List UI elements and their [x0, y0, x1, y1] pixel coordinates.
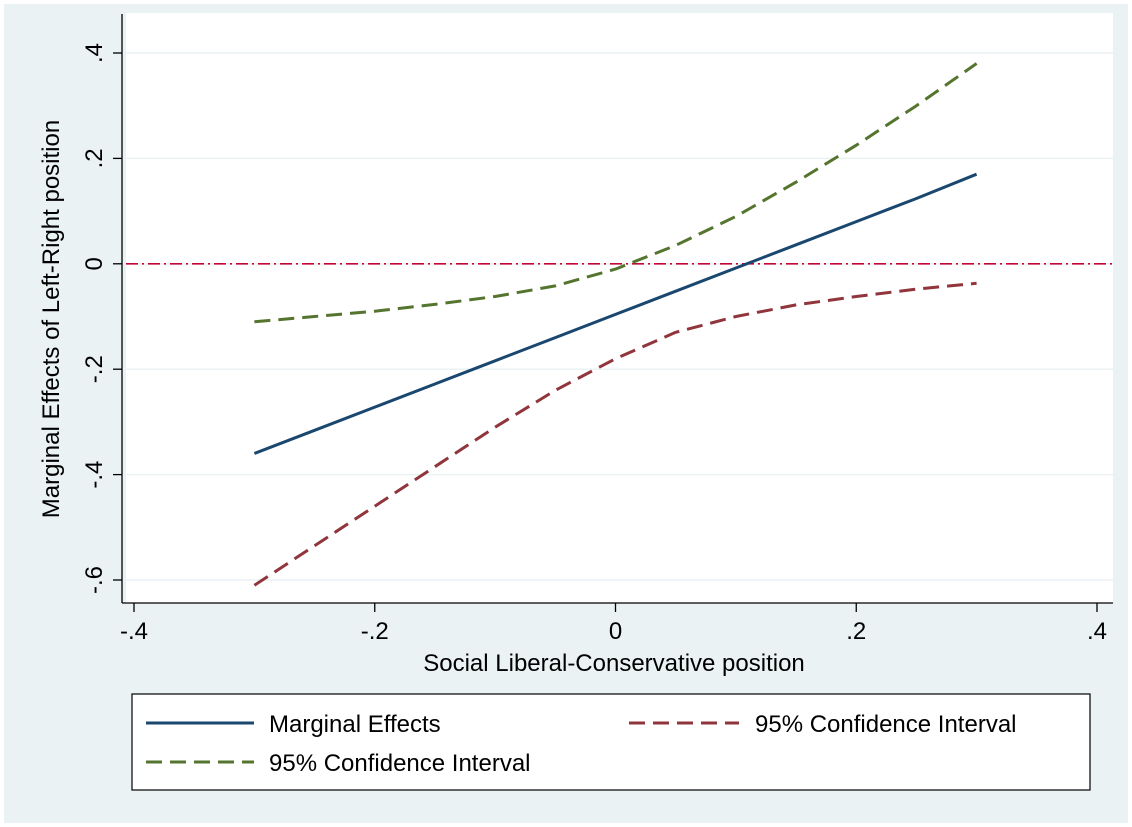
legend-label-ci-lower: 95% Confidence Interval [755, 711, 1017, 738]
y-tick-label: -.2 [81, 355, 108, 383]
x-tick-label: -.4 [120, 618, 148, 645]
chart-frame: -.6 -.4 -.2 0 .2 .4 -.4 -.2 0 .2 .4 Social Liberal… [4, 4, 1128, 823]
y-tick-label: .2 [81, 148, 108, 168]
legend-box [131, 693, 1091, 791]
plot-area [126, 13, 1113, 603]
y-tick-label: .4 [81, 43, 108, 63]
legend-label-ci-upper: 95% Confidence Interval [269, 750, 531, 777]
data-series [126, 62, 1113, 587]
marginal-effects-chart: -.6 -.4 -.2 0 .2 .4 -.4 -.2 0 .2 .4 Social Liberal… [38, 13, 1113, 791]
y-tick-label: 0 [81, 257, 108, 270]
x-tick-label: 0 [609, 618, 622, 645]
y-axis-title: Marginal Effects of Left-Right position [38, 120, 65, 518]
ci-upper-line [254, 62, 978, 324]
x-tick-label: -.2 [361, 618, 389, 645]
marginal-effects-line [253, 172, 978, 455]
x-tick-label: .4 [1087, 618, 1107, 645]
axis-ticks: -.6 -.4 -.2 0 .2 .4 -.4 -.2 0 .2 .4 [81, 43, 1107, 645]
x-axis-title: Social Liberal-Conservative position [423, 650, 805, 677]
y-tick-label: -.4 [81, 461, 108, 489]
legend-label-marginal-effects: Marginal Effects [269, 711, 441, 738]
legend: Marginal Effects 95% Confidence Interval… [131, 693, 1091, 791]
axes [121, 14, 1113, 604]
y-tick-label: -.6 [81, 566, 108, 594]
ci-lower-line [253, 281, 977, 587]
x-tick-label: .2 [846, 618, 866, 645]
